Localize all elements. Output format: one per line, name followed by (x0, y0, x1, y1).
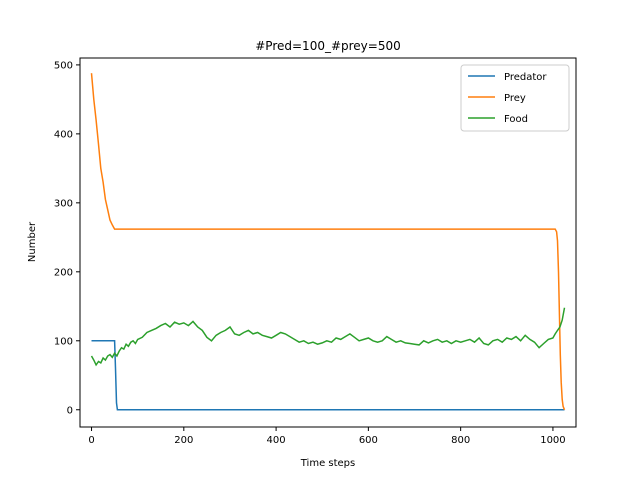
chart-title: #Pred=100_#prey=500 (255, 39, 401, 53)
plot-frame (79, 57, 577, 428)
y-tick-label: 400 (54, 129, 73, 140)
legend-label-food: Food (504, 114, 528, 125)
y-tick-label: 0 (67, 405, 73, 416)
legend-label-prey: Prey (504, 93, 526, 104)
legend: Predator Prey Food (460, 64, 570, 132)
y-tick-label: 500 (54, 60, 73, 71)
x-tick-label: 1000 (540, 435, 565, 446)
x-axis-label: Time steps (300, 458, 356, 469)
series-line-food (90, 307, 566, 367)
y-tick-label: 300 (54, 198, 73, 209)
x-tick-label: 800 (451, 435, 470, 446)
legend-label-predator: Predator (504, 72, 547, 83)
x-tick-label: 0 (88, 435, 94, 446)
series-line-prey (90, 73, 566, 411)
series-line-predator (91, 340, 565, 411)
y-tick-label: 200 (54, 267, 73, 278)
x-tick-label: 600 (359, 435, 378, 446)
y-tick-label: 100 (54, 336, 73, 347)
x-axis: 0 200 400 600 800 1000 (88, 427, 566, 446)
y-axis: 0 100 200 300 400 500 (54, 60, 80, 416)
legend-box (460, 64, 570, 132)
y-axis-label: Number (27, 221, 38, 262)
x-tick-label: 200 (174, 435, 193, 446)
x-tick-label: 400 (267, 435, 286, 446)
plot-area (90, 73, 566, 411)
